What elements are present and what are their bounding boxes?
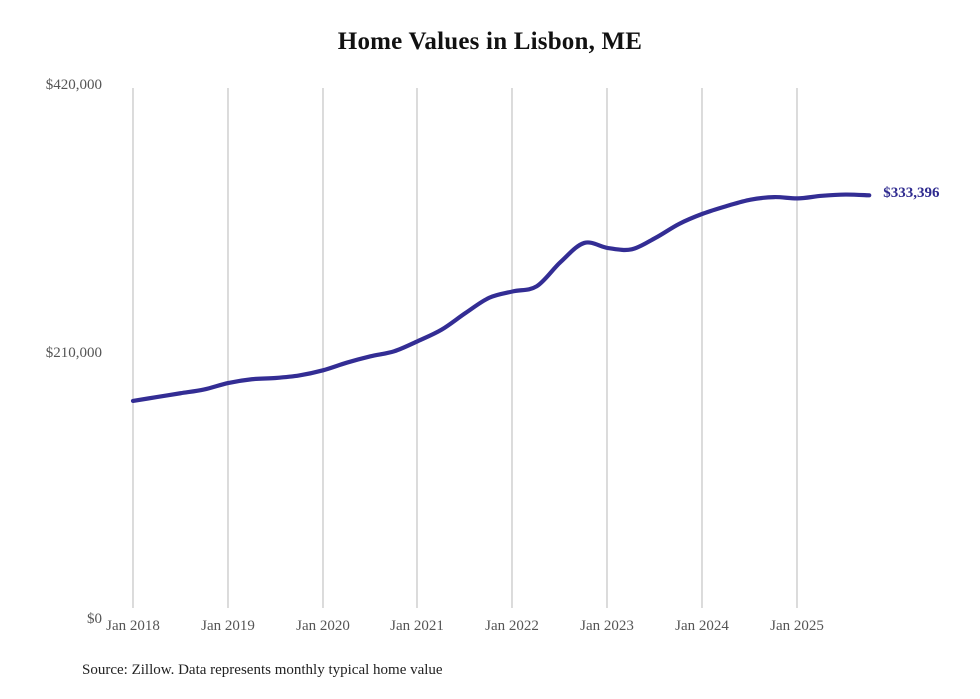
x-tick-label-jan-2020: Jan 2020: [296, 618, 350, 634]
x-tick-label-jan-2025: Jan 2025: [770, 618, 824, 634]
chart-title: Home Values in Lisbon, ME: [337, 28, 643, 55]
series-line-typical-home-value: [130, 192, 872, 403]
x-tick-label-jan-2019: Jan 2019: [201, 618, 255, 634]
y-axis: $420,000 $210,000 $0: [0, 0, 102, 699]
x-tick-label-jan-2024: Jan 2024: [675, 618, 729, 634]
x-tick-label-jan-2023: Jan 2023: [580, 618, 634, 634]
source-note: Source: Zillow. Data represents monthly …: [82, 662, 443, 678]
x-tick-label-jan-2022: Jan 2022: [485, 618, 539, 634]
y-tick-label-0: $0: [87, 611, 102, 627]
end-value-annotation: $333,396: [883, 185, 940, 202]
y-tick-label-420000: $420,000: [45, 77, 102, 93]
x-tick-label-jan-2021: Jan 2021: [390, 618, 444, 634]
y-tick-label-210000: $210,000: [45, 345, 102, 361]
vertical-gridlines: [132, 88, 798, 608]
x-tick-label-jan-2018: Jan 2018: [106, 618, 160, 634]
